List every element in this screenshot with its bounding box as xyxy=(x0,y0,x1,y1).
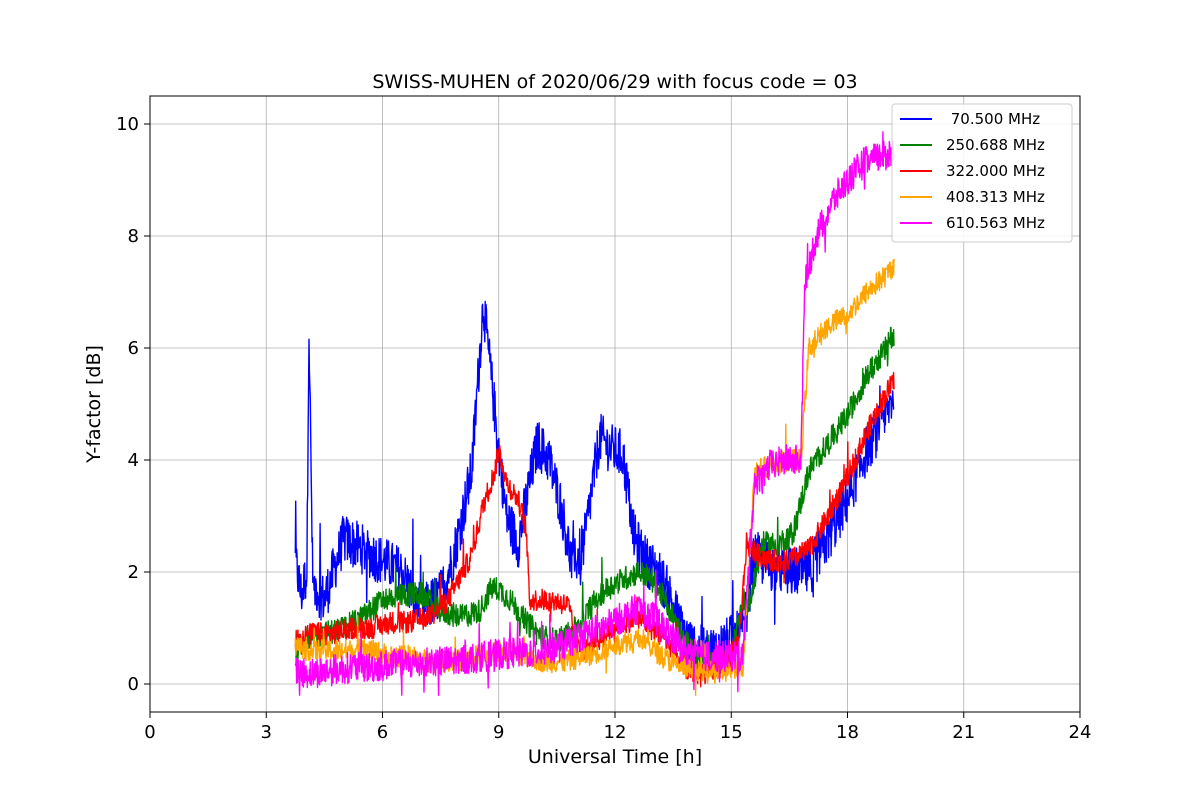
series-line-5 xyxy=(294,131,895,696)
legend-label: 408.313 MHz xyxy=(946,188,1045,206)
y-axis-label: Y-factor [dB] xyxy=(83,345,105,464)
legend-label: 70.500 MHz xyxy=(946,110,1040,128)
y-tick-label: 4 xyxy=(128,450,139,471)
x-tick-label: 18 xyxy=(836,722,859,743)
series-lines xyxy=(294,131,895,696)
x-tick-label: 9 xyxy=(493,722,504,743)
series-line-3 xyxy=(294,371,895,688)
series-line-1 xyxy=(294,300,895,677)
legend: 70.500 MHz 250.688 MHz 322.000 MHz 408.313 … xyxy=(891,103,1073,243)
series-line-2 xyxy=(294,326,895,674)
x-tick-label: 12 xyxy=(604,722,627,743)
legend-label: 610.563 MHz xyxy=(946,214,1045,232)
x-tick-label: 24 xyxy=(1069,722,1092,743)
legend-box xyxy=(891,103,1073,243)
legend-label: 250.688 MHz xyxy=(946,136,1045,154)
x-tick-label: 21 xyxy=(952,722,975,743)
x-tick-label: 15 xyxy=(720,722,743,743)
x-axis-label: Universal Time [h] xyxy=(528,746,702,768)
x-tick-label: 6 xyxy=(377,722,388,743)
chart-title: SWISS-MUHEN of 2020/06/29 with focus cod… xyxy=(372,71,857,93)
y-tick-label: 10 xyxy=(116,114,139,135)
y-tick-label: 6 xyxy=(128,338,139,359)
y-tick-label: 2 xyxy=(128,562,139,583)
x-tick-label: 3 xyxy=(261,722,272,743)
y-tick-label: 0 xyxy=(128,674,139,695)
x-tick-label: 0 xyxy=(144,722,155,743)
legend-label: 322.000 MHz xyxy=(946,162,1045,180)
y-tick-label: 8 xyxy=(128,226,139,247)
